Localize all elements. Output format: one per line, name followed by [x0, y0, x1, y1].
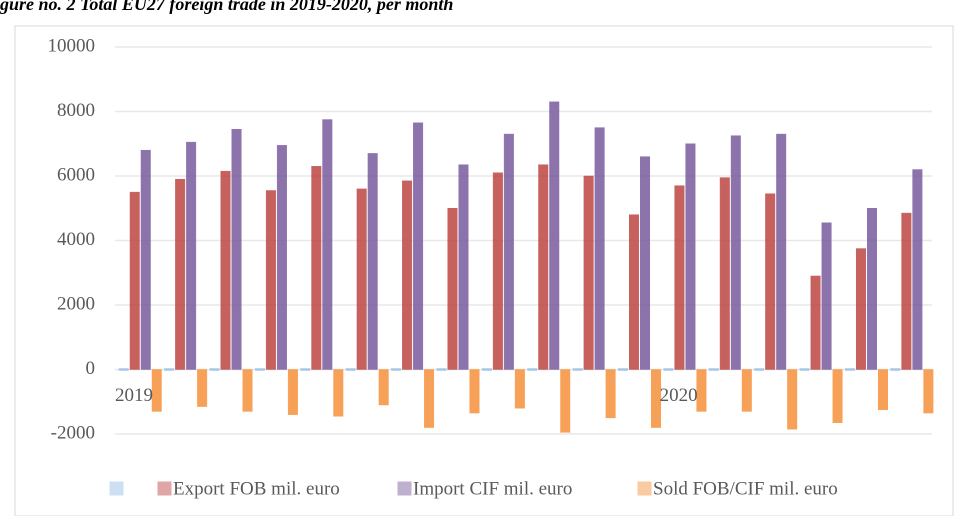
bar — [594, 127, 605, 370]
bar — [866, 208, 877, 370]
bar — [855, 248, 866, 370]
legend-label: Export FOB mil. euro — [173, 478, 340, 499]
y-tick-label: 8000 — [57, 100, 95, 121]
bar — [629, 214, 640, 370]
bar — [730, 135, 741, 370]
bar — [300, 368, 311, 371]
bar — [220, 170, 231, 370]
y-tick-label: -2000 — [51, 422, 95, 443]
bar — [287, 369, 298, 415]
bar — [469, 369, 480, 414]
bar — [209, 368, 220, 371]
bar — [901, 212, 912, 370]
bar — [140, 149, 151, 370]
bar — [322, 119, 333, 370]
bar — [356, 188, 367, 370]
chart-title: gure no. 2 Total EU27 foreign trade in 2… — [0, 0, 453, 14]
bar — [912, 169, 923, 370]
y-tick-label: 4000 — [57, 229, 95, 250]
bar — [424, 369, 435, 428]
y-tick-label: 10000 — [48, 35, 96, 56]
x-tick-label: 2019 — [115, 385, 153, 406]
legend-label: Import CIF mil. euro — [413, 478, 572, 499]
bar — [458, 164, 469, 370]
bar — [175, 178, 186, 370]
legend-marker — [157, 481, 172, 496]
bar — [378, 369, 389, 406]
bar — [345, 368, 356, 371]
bar — [821, 222, 832, 370]
y-tick-label: 0 — [86, 358, 96, 379]
bar — [810, 275, 821, 370]
legend-marker — [637, 481, 652, 496]
bar — [492, 172, 503, 370]
bar — [447, 208, 458, 370]
bar — [129, 191, 140, 370]
bar — [708, 368, 719, 371]
bar — [391, 368, 402, 371]
bar — [583, 175, 594, 370]
bar — [776, 133, 787, 370]
chart-frame — [14, 25, 954, 516]
bar — [685, 143, 696, 370]
bar — [514, 369, 525, 409]
bar — [890, 368, 901, 371]
bar — [242, 369, 253, 412]
bar — [832, 369, 843, 423]
bar — [605, 369, 616, 419]
bar — [276, 145, 287, 370]
bar — [436, 368, 447, 371]
bar — [503, 133, 514, 370]
legend-marker — [397, 481, 412, 496]
bar — [572, 368, 583, 371]
bar — [754, 368, 765, 371]
bar — [481, 368, 492, 371]
y-tick-label: 6000 — [57, 164, 95, 185]
bar — [333, 369, 344, 417]
bar — [186, 141, 197, 370]
bar — [719, 177, 730, 370]
bar — [787, 369, 798, 430]
bar — [618, 368, 629, 371]
bar — [367, 153, 378, 370]
bar — [402, 180, 413, 370]
bar — [844, 368, 855, 371]
bar — [549, 101, 560, 370]
bar — [231, 128, 242, 370]
bar — [741, 369, 752, 412]
bar — [413, 122, 424, 370]
bar — [640, 156, 651, 370]
bar — [799, 368, 810, 371]
bar — [663, 368, 674, 371]
bar — [538, 164, 549, 370]
bar — [765, 193, 776, 370]
bar — [254, 368, 265, 371]
bar — [560, 369, 571, 433]
bar — [151, 369, 162, 412]
bar — [265, 190, 276, 370]
bar — [696, 369, 707, 412]
y-tick-label: 2000 — [57, 293, 95, 314]
bar — [311, 166, 322, 370]
bar — [923, 369, 934, 414]
bar — [197, 369, 208, 407]
x-tick-label: 2020 — [660, 385, 698, 406]
bar — [164, 368, 175, 371]
bar — [118, 368, 129, 371]
bar — [674, 185, 685, 370]
bar — [877, 369, 888, 411]
legend-label: Sold FOB/CIF mil. euro — [653, 478, 838, 499]
legend-marker — [109, 481, 124, 496]
bar — [651, 369, 662, 428]
bar — [527, 368, 538, 371]
